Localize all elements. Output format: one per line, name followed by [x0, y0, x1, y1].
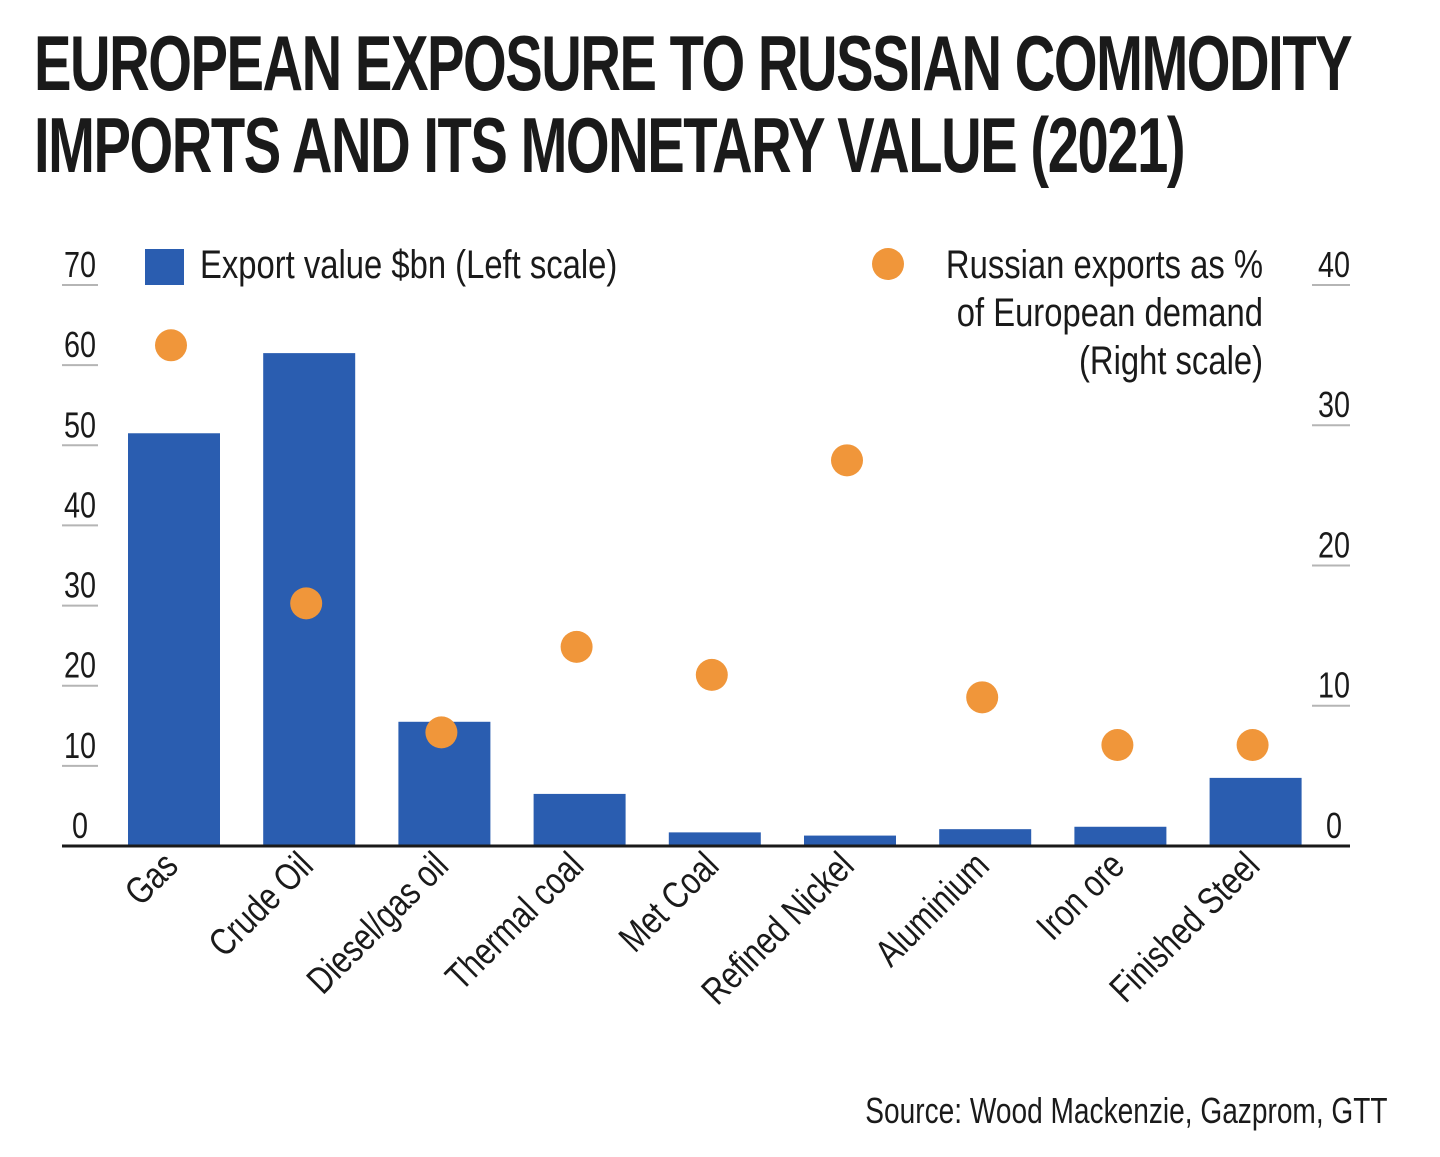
dot-4: [695, 658, 728, 691]
right-axis-tick-label: 20: [1318, 524, 1350, 565]
bar-6: [939, 829, 1032, 846]
dot-3: [560, 630, 593, 663]
bar-0: [128, 433, 220, 846]
legend-dot-label-line-2: of European demand: [957, 290, 1263, 335]
left-axis-tick-label: 70: [64, 244, 96, 285]
left-axis-tick-label: 10: [64, 725, 96, 766]
category-label-7: Iron ore: [1029, 845, 1133, 949]
right-axis-tick-label: 10: [1318, 665, 1350, 706]
left-axis-tick-label: 60: [64, 324, 96, 365]
source-note: Source: Wood Mackenzie, Gazprom, GTT: [865, 1090, 1388, 1131]
category-label-4: Met Coal: [611, 845, 727, 961]
bar-5: [804, 835, 896, 846]
chart-title-line-2: IMPORTS AND ITS MONETARY VALUE (2021): [34, 101, 1186, 189]
dot-0: [155, 329, 187, 362]
legend-bar-swatch: [145, 249, 184, 285]
category-label-0: Gas: [117, 845, 186, 914]
legend-bar-label: Export value $bn (Left scale): [200, 242, 617, 287]
category-label-6: Aluminium: [867, 845, 997, 975]
dot-5: [831, 444, 863, 477]
category-label-2: Diesel/gas oil: [299, 845, 457, 1003]
legend-dot-swatch: [872, 248, 904, 280]
bar-8: [1209, 777, 1302, 846]
dot-8: [1236, 729, 1269, 762]
right-axis-tick-label: 40: [1318, 244, 1350, 285]
bar-7: [1074, 826, 1167, 846]
left-axis-tick-label: 30: [64, 564, 96, 605]
left-axis-tick-label: 20: [64, 645, 96, 686]
category-label-3: Thermal coal: [438, 845, 592, 999]
dot-2: [425, 716, 458, 749]
category-label-1: Crude Oil: [201, 845, 321, 965]
bar-4: [668, 832, 761, 846]
left-axis-tick-label: 0: [72, 805, 88, 846]
left-axis-tick-label: 50: [64, 404, 96, 445]
dot-7: [1101, 729, 1134, 762]
right-axis-tick-label: 0: [1326, 805, 1342, 846]
legend-dot-label-line-3: (Right scale): [1079, 338, 1263, 383]
left-axis-tick-label: 40: [64, 484, 96, 525]
bar-3: [533, 793, 626, 846]
dot-1: [290, 587, 323, 620]
right-axis-tick-label: 30: [1318, 384, 1350, 425]
chart-title: EUROPEAN EXPOSURE TO RUSSIAN COMMODITY I…: [34, 22, 1414, 186]
legend-dot-label-line-1: Russian exports as %: [946, 242, 1263, 287]
dot-6: [966, 681, 999, 714]
